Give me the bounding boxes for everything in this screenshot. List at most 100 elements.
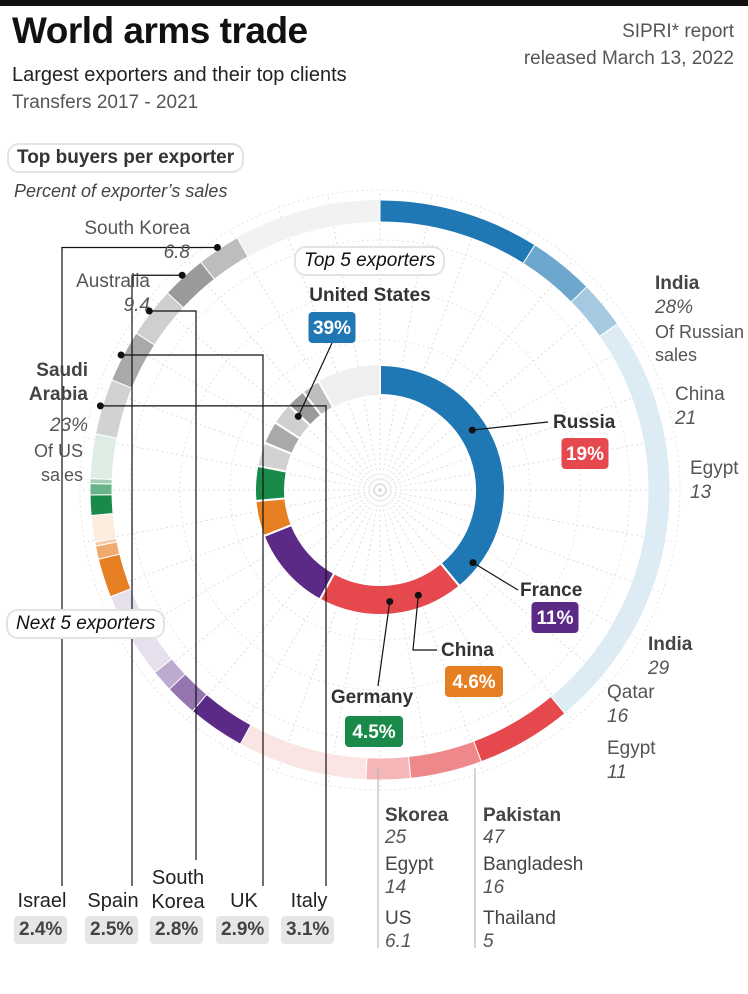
buyer-us-note-1: Of US — [34, 441, 83, 461]
next5-name-0: Israel — [17, 890, 67, 912]
chart-subtitle: Largest exporters and their top clients — [12, 64, 347, 86]
guide-line — [84, 489, 381, 543]
buyer-ru-india-value: 28% — [654, 297, 693, 318]
outer-slice-united-states-australia — [522, 244, 588, 303]
next5-leader-0-dot — [213, 243, 221, 251]
buyer-cn-1-value: 16 — [483, 877, 505, 898]
guide-line — [229, 489, 381, 751]
source-line-2: released March 13, 2022 — [523, 48, 734, 69]
russia-badge-bg — [561, 438, 609, 469]
buyer-ru-egypt-name: Egypt — [690, 458, 739, 479]
buyer-de-2-value: 6.1 — [385, 931, 411, 952]
top-buyers-tag: Top buyers per exporter — [7, 143, 245, 173]
buyer-ru-note-2: sales — [655, 345, 697, 365]
outer-slice-rest — [550, 323, 671, 715]
inner-slice-russia — [318, 561, 462, 616]
buyer-de-1-value: 14 — [385, 877, 406, 898]
france-badge: 11% — [531, 602, 579, 633]
buyer-cn-0-name: Pakistan — [483, 805, 561, 826]
buyer-ru-note-1: Of Russian — [655, 322, 744, 342]
buyer-de-0-name: Skorea — [385, 805, 449, 826]
outer-slice-china-pakistan — [97, 553, 132, 598]
us-leader — [297, 342, 333, 417]
buyer-fr-qatar-value: 16 — [607, 706, 629, 727]
china-badge: 4.6% — [445, 666, 503, 697]
guide-line — [379, 386, 663, 491]
outer-slice-russia-egypt — [365, 755, 412, 781]
next5-value-3: 2.9% — [216, 916, 270, 944]
germany-badge: 4.5% — [345, 716, 403, 747]
chart-period: Transfers 2017 - 2021 — [12, 92, 199, 113]
china-leader-dot — [414, 591, 422, 599]
buyer-fr-india-value: 29 — [647, 658, 670, 679]
guide-line — [276, 489, 381, 773]
germany-leader-dot — [386, 598, 394, 606]
us-badge: 39% — [308, 312, 356, 343]
buyer-de-2-name: US — [385, 908, 411, 929]
us-badge-value: 39% — [313, 318, 351, 339]
guide-line — [379, 489, 611, 684]
russia-leader-dot — [468, 426, 476, 434]
outer-slice-rest — [89, 433, 118, 480]
guide-circle — [79, 189, 681, 791]
next5-name-4: Italy — [290, 890, 328, 912]
guide-line — [379, 489, 663, 594]
next5-leader-3 — [121, 354, 264, 886]
source-note: SIPRI* report released March 13, 2022 — [524, 18, 734, 72]
guide-line — [379, 489, 433, 786]
next5-value-0: 2.4% — [14, 916, 68, 944]
next5-leader-3-dot — [117, 351, 125, 359]
next5-value-2: 2.8% — [150, 916, 204, 944]
buyer-de-0-value: 25 — [384, 827, 407, 848]
buyer-cn-2-value: 5 — [483, 931, 494, 952]
buyer-ru-india-name: India — [655, 273, 700, 294]
next5-value-4: 3.1% — [281, 916, 335, 944]
russia-badge-value: 19% — [566, 444, 604, 465]
chart-title: World arms trade — [12, 10, 308, 51]
russia-label: Russia — [553, 412, 616, 433]
china-leader — [412, 595, 437, 651]
guide-line — [97, 386, 381, 491]
guide-circle — [229, 339, 531, 641]
buyer-ru-china-name: China — [675, 384, 725, 405]
us-badge-bg — [308, 312, 356, 343]
source-line-1: SIPRI* report — [622, 21, 734, 42]
guide-line — [84, 437, 381, 491]
buyer-us-saudi-name-1: Saudi — [36, 360, 88, 381]
next5-leader-2 — [149, 310, 197, 860]
russia-leader — [472, 421, 549, 431]
guide-line — [97, 489, 381, 594]
france-badge-value: 11% — [537, 608, 574, 629]
germany-badge-value: 4.5% — [352, 722, 395, 743]
top5-tag: Top 5 exporters — [294, 246, 446, 276]
france-label: France — [520, 580, 582, 601]
us-leader-dot — [294, 412, 302, 420]
buyer-us-note-2: sales — [41, 465, 83, 485]
china-badge-bg — [445, 666, 503, 697]
inner-slice-france — [262, 523, 336, 601]
buyer-us-saudi-name-2: Arabia — [29, 384, 89, 405]
buyer-fr-india-name: India — [648, 634, 693, 655]
guide-line — [379, 207, 484, 491]
us-label: United States — [309, 285, 430, 306]
guide-line — [379, 194, 433, 491]
china-badge-value: 4.6% — [452, 672, 495, 693]
next5-value-1: 2.5% — [85, 916, 139, 944]
inner-slice-united-states — [379, 363, 506, 588]
buyer-ru-egypt-value: 13 — [690, 482, 712, 503]
germany-label: Germany — [331, 687, 414, 708]
buyer-us-australia-name: Australia — [76, 271, 150, 292]
buyer-fr-egypt-name: Egypt — [607, 738, 656, 759]
next5-name-3: UK — [230, 890, 258, 912]
guide-circle — [129, 239, 631, 741]
buyer-cn-2-name: Thailand — [483, 908, 556, 929]
next5-leader-4-dot — [96, 402, 104, 410]
outer-slice-germany-egypt — [89, 483, 113, 496]
outer-slice-russia-china — [407, 740, 482, 779]
germany-leader — [377, 601, 391, 687]
next5-leader-2-dot — [145, 307, 153, 315]
china-label: China — [441, 640, 494, 661]
buyer-cn-0-value: 47 — [483, 827, 506, 848]
germany-badge-bg — [345, 716, 403, 747]
